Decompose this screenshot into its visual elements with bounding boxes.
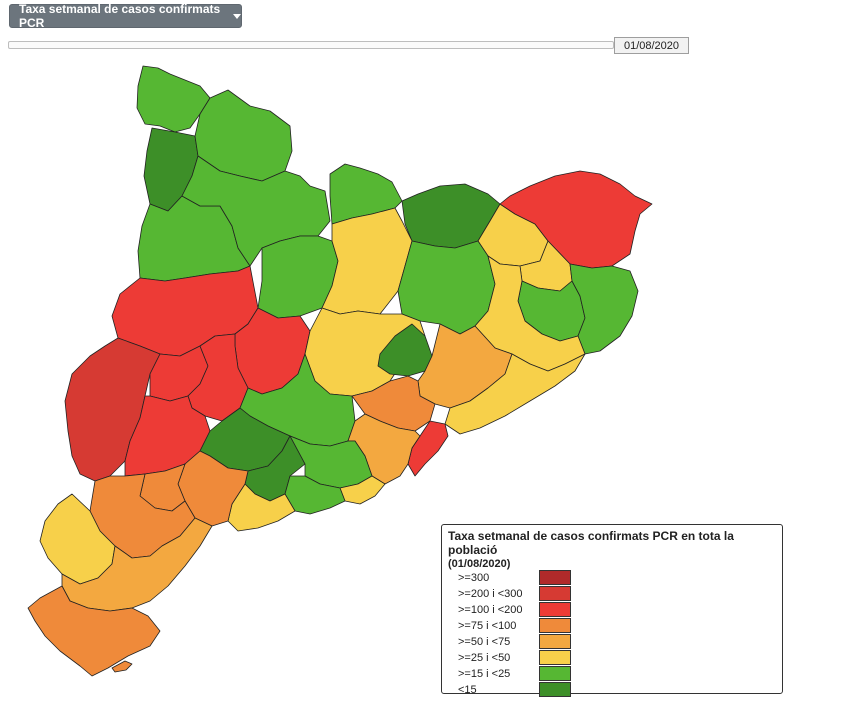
legend-item-label: >=15 i <25 bbox=[458, 668, 511, 680]
legend-item-label: >=75 i <100 bbox=[458, 620, 517, 632]
legend-color-swatch bbox=[539, 634, 571, 649]
legend-color-swatch bbox=[539, 682, 571, 697]
date-slider[interactable] bbox=[8, 41, 614, 49]
region-montsia[interactable]: Montsià bbox=[27, 585, 161, 677]
region-cerdanya[interactable]: Cerdanya bbox=[329, 163, 403, 225]
legend-item: >=200 i <300 bbox=[448, 586, 776, 602]
legend-item: >=75 i <100 bbox=[448, 618, 776, 634]
legend-item-label: >=100 i <200 bbox=[458, 604, 523, 616]
catalonia-map: Val d'Aran Alta Ribagorça Pallars Sobirà… bbox=[27, 65, 653, 677]
map-legend: Taxa setmanal de casos confirmats PCR en… bbox=[441, 524, 783, 697]
legend-item: >=100 i <200 bbox=[448, 602, 776, 618]
region-maresme[interactable]: Maresme bbox=[444, 353, 586, 435]
legend-color-swatch bbox=[539, 602, 571, 617]
legend-item-label: >=200 i <300 bbox=[458, 588, 523, 600]
region-val-daran[interactable]: Val d'Aran bbox=[136, 65, 211, 133]
legend-color-swatch bbox=[539, 570, 571, 585]
legend-item-label: <15 bbox=[458, 684, 477, 696]
region-bergueda[interactable]: Berguedà bbox=[321, 207, 413, 315]
region-baix-emporda[interactable]: Baix Empordà bbox=[569, 263, 639, 355]
legend-item: <15 bbox=[448, 682, 776, 698]
legend-item: >=50 i <75 bbox=[448, 634, 776, 650]
legend-color-swatch bbox=[539, 650, 571, 665]
layer-select-dropdown[interactable]: Taxa setmanal de casos confirmats PCR bbox=[9, 2, 242, 30]
legend-color-swatch bbox=[539, 666, 571, 681]
legend-rows: >=300 >=200 i <300 >=100 i <200 >=75 i <100… bbox=[448, 570, 776, 698]
region-baix-ebre[interactable]: Baix Ebre bbox=[61, 517, 213, 612]
legend-color-swatch bbox=[539, 618, 571, 633]
legend-title: Taxa setmanal de casos confirmats PCR en… bbox=[448, 529, 734, 557]
legend-item: >=15 i <25 bbox=[448, 666, 776, 682]
layer-select-label: Taxa setmanal de casos confirmats PCR bbox=[19, 2, 221, 30]
region-montsia-delta-spit bbox=[111, 660, 133, 673]
legend-item-label: >=50 i <75 bbox=[458, 636, 511, 648]
caret-down-icon bbox=[233, 13, 241, 19]
region-baix-penedes[interactable]: Baix Penedès bbox=[284, 475, 346, 515]
legend-date: (01/08/2020) bbox=[448, 558, 511, 570]
legend-item-label: >=300 bbox=[458, 572, 490, 584]
legend-item-label: >=25 i <50 bbox=[458, 652, 511, 664]
region-garraf[interactable]: Garraf bbox=[339, 475, 386, 505]
legend-color-swatch bbox=[539, 586, 571, 601]
date-slider-handle[interactable]: 01/08/2020 bbox=[614, 37, 689, 54]
legend-item: >=300 bbox=[448, 570, 776, 586]
legend-item: >=25 i <50 bbox=[448, 650, 776, 666]
